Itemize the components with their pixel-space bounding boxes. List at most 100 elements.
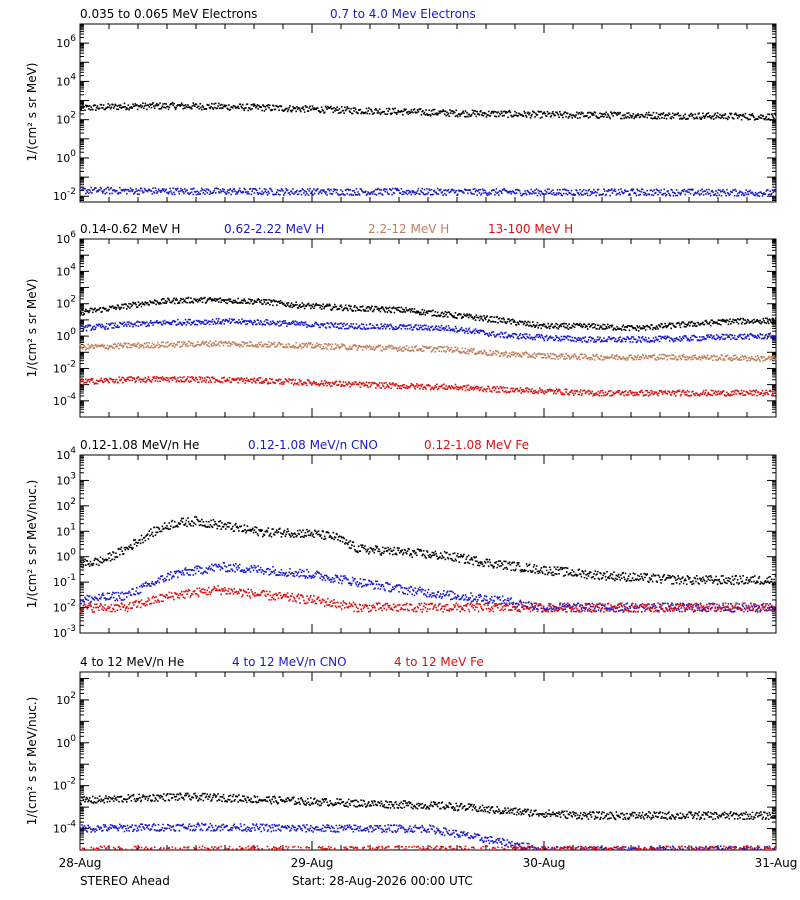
data-point — [119, 104, 122, 107]
data-point — [243, 187, 246, 190]
data-point — [467, 192, 469, 195]
data-point — [648, 355, 651, 357]
data-point — [508, 320, 511, 323]
data-point — [463, 329, 465, 332]
data-point — [223, 104, 226, 107]
data-point — [731, 191, 734, 194]
data-point — [460, 352, 463, 354]
data-point — [593, 339, 596, 341]
data-point — [127, 188, 130, 191]
data-point — [723, 114, 726, 116]
data-point — [532, 191, 535, 193]
data-point — [508, 335, 511, 337]
data-point — [275, 323, 277, 326]
data-point — [181, 345, 184, 347]
data-point — [346, 307, 348, 310]
data-point — [559, 110, 561, 113]
data-point — [540, 327, 543, 330]
data-point — [734, 188, 737, 191]
data-point — [477, 189, 480, 191]
data-point — [697, 321, 700, 324]
data-point — [562, 113, 565, 115]
data-point — [157, 188, 160, 190]
data-point — [273, 321, 276, 324]
data-point — [738, 115, 741, 118]
data-point — [561, 114, 563, 116]
data-point — [237, 344, 239, 347]
data-point — [141, 105, 144, 108]
data-point — [709, 194, 712, 197]
data-point — [627, 356, 630, 358]
data-point — [211, 299, 213, 302]
data-point — [85, 105, 88, 108]
data-point — [583, 189, 585, 191]
data-point — [302, 346, 304, 349]
data-point — [597, 324, 600, 327]
data-point — [591, 191, 594, 193]
data-point — [553, 339, 556, 342]
data-point — [497, 351, 500, 354]
data-point — [371, 347, 374, 350]
data-point — [210, 343, 212, 346]
data-point — [684, 358, 686, 361]
data-point — [664, 335, 666, 338]
data-point — [679, 193, 682, 196]
data-point — [543, 353, 546, 355]
data-point — [496, 316, 499, 318]
data-point — [483, 112, 485, 114]
data-point — [551, 112, 553, 115]
data-point — [575, 355, 577, 358]
data-point — [276, 323, 278, 325]
data-point — [115, 306, 118, 309]
data-point — [195, 319, 198, 322]
data-point — [624, 326, 626, 328]
data-point — [483, 349, 485, 352]
data-point — [257, 193, 260, 196]
data-point — [565, 322, 567, 325]
data-point — [332, 190, 335, 193]
data-point — [742, 317, 744, 320]
data-point — [609, 117, 611, 120]
data-point — [150, 106, 153, 109]
data-point — [235, 193, 237, 196]
data-point — [144, 322, 147, 324]
data-point — [270, 342, 273, 344]
data-point — [253, 299, 256, 302]
data-point — [606, 340, 608, 343]
data-point — [692, 358, 694, 360]
data-point — [388, 344, 390, 347]
data-point — [137, 189, 140, 192]
data-point — [460, 313, 462, 316]
data-point — [628, 329, 631, 332]
data-point — [537, 336, 539, 338]
data-point — [412, 310, 415, 313]
data-point — [244, 319, 246, 322]
data-point — [753, 116, 755, 119]
data-point — [243, 109, 246, 112]
data-point — [340, 306, 343, 309]
data-point — [397, 309, 400, 312]
data-point — [516, 337, 519, 340]
data-point — [625, 338, 628, 341]
data-point — [433, 113, 435, 116]
data-point — [105, 191, 108, 194]
data-point — [419, 348, 421, 350]
data-point — [576, 117, 579, 119]
data-point — [446, 113, 449, 116]
data-point — [773, 321, 775, 323]
data-point — [228, 189, 231, 191]
data-point — [306, 344, 309, 346]
data-point — [413, 108, 416, 110]
data-point — [402, 310, 405, 313]
data-point — [131, 107, 133, 109]
data-point — [678, 192, 681, 195]
data-point — [683, 325, 686, 328]
data-point — [425, 311, 427, 314]
data-point — [143, 321, 145, 323]
data-point — [201, 301, 204, 304]
data-point — [705, 112, 708, 115]
data-point — [136, 345, 138, 348]
data-point — [154, 346, 157, 349]
data-point — [605, 111, 608, 114]
data-point — [606, 327, 608, 330]
